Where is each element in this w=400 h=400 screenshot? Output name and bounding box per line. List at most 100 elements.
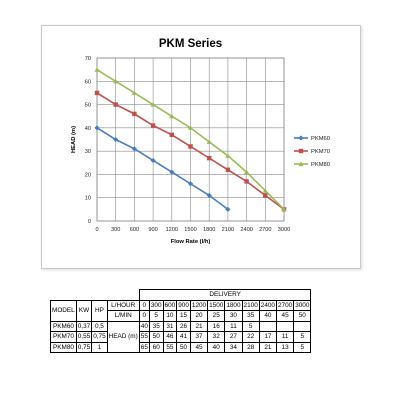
data-point-pkm70 [132,111,137,117]
head-cell: 13 [275,341,295,353]
head-cell: 22 [241,331,260,343]
x-tick-label: 0 [95,227,98,233]
head-cell: 17 [258,331,277,343]
data-point-pkm70 [263,193,268,198]
data-point-pkm70 [225,167,231,172]
x-tick-label: 3000 [278,227,290,233]
data-point-pkm80 [225,153,231,158]
y-tick-label: 40 [85,126,91,132]
head-cell: 55 [138,331,150,343]
head-cell: 28 [241,341,260,353]
kw-cell: 0,37 [75,320,93,332]
head-cell: 34 [224,341,243,353]
chart-frame: PKM Series 0 300 600 900 1200 1500 1800 2100 2400… [41,25,361,269]
data-point-pkm80 [281,206,287,212]
x-tick-label: 300 [111,227,120,233]
head-cell [293,320,312,332]
lhour-label: L/HOUR [106,299,140,311]
lmin-cell: 50 [293,310,312,322]
x-tick-label: 600 [130,227,139,233]
lhour-cell: 600 [162,299,178,311]
head-cell: 16 [207,320,226,332]
legend-label-pkm60: PKM60 [311,136,330,142]
y-tick-label: 50 [85,103,91,109]
hp-cell: 0,75 [91,331,108,343]
head-cell: 27 [224,331,243,343]
head-cell: 32 [207,331,226,343]
data-point-pkm80 [262,188,268,193]
head-cell: 26 [176,320,191,332]
lhour-cell: 300 [148,299,164,311]
legend-label-pkm70: PKM70 [311,149,330,155]
data-point-pkm80 [244,169,250,175]
head-cell: 40 [207,341,226,353]
lmin-cell: 15 [176,310,191,322]
x-tick-label: 2400 [240,227,252,233]
table-row: PKM80 0,75 1 65 60 55 50 45 40 34 28 21 … [50,341,312,353]
head-cell: 21 [189,320,209,332]
head-cell: 55 [162,341,178,353]
y-tick-label: 30 [85,149,91,155]
table-row: PKM70 0,55 0,75 55 50 46 41 37 32 27 22 … [50,331,312,343]
head-cell: 11 [224,320,243,332]
y-axis-label: HEAD (m) [71,126,77,153]
lmin-cell: 40 [258,310,277,322]
x-tick-label: 1200 [166,227,178,233]
series-line-pkm60 [96,127,229,210]
table-row: PKM60 0,37 0,5 HEAD (m) 40 35 31 26 21 1… [50,320,312,353]
lmin-cell: 35 [241,310,260,322]
head-cell: 5 [293,331,312,343]
lmin-label: L/MIN [106,310,140,322]
lmin-cell: 0 [138,310,150,322]
data-point-pkm80 [206,139,212,144]
data-point-pkm70 [206,155,212,161]
lmin-cell: 20 [189,310,209,322]
head-cell: 40 [138,320,150,332]
x-tick-label: 2100 [222,227,234,233]
head-cell: 41 [176,331,191,343]
delivery-header: DELIVERY [138,289,312,301]
lhour-cell: 3000 [293,299,312,311]
y-tick-label: 0 [88,219,91,225]
data-point-pkm60 [225,206,231,212]
head-cell: 5 [293,341,312,353]
head-cell: 21 [258,341,277,353]
lhour-cell: 1800 [224,299,243,311]
head-cell: 65 [138,341,150,353]
y-tick-label: 70 [85,56,91,62]
lmin-cell: 30 [224,310,243,322]
spec-table-wrap: DELIVERY MODEL KW HP L/HOUR 0 300 600 90… [50,289,312,353]
data-point-pkm80 [169,113,175,119]
data-point-pkm80 [131,90,137,96]
head-cell: 5 [241,320,260,332]
data-point-pkm80 [150,101,156,107]
data-point-pkm60 [169,169,175,175]
lmin-cell: 45 [275,310,295,322]
lmin-cell: 10 [162,310,178,322]
model-header: MODEL [50,299,77,322]
legend-label-pkm80: PKM80 [311,162,330,168]
chart-title: PKM Series [159,38,222,50]
lhour-cell: 0 [138,299,150,311]
y-tick-label: 20 [85,172,91,178]
data-point-pkm80 [187,125,194,130]
head-cell: 60 [148,341,164,353]
data-point-pkm60 [94,125,100,131]
data-point-pkm80 [113,78,119,84]
lmin-cell: 25 [207,310,226,322]
y-tick-label: 10 [85,196,91,202]
head-cell: 50 [148,331,164,343]
legend-marker-pkm80 [298,161,304,167]
x-tick-label: 1500 [184,227,196,233]
data-point-pkm70 [244,179,249,184]
data-point-pkm70 [94,90,100,96]
x-tick-label: 1800 [203,227,215,233]
head-cell: 45 [189,341,209,353]
table-row-header-1: DELIVERY [50,289,312,301]
hp-cell: 1 [91,341,108,353]
legend-marker-pkm60 [298,135,304,141]
lhour-cell: 1200 [189,299,209,311]
model-cell: PKM60 [50,320,77,332]
lhour-cell: 1500 [207,299,226,311]
